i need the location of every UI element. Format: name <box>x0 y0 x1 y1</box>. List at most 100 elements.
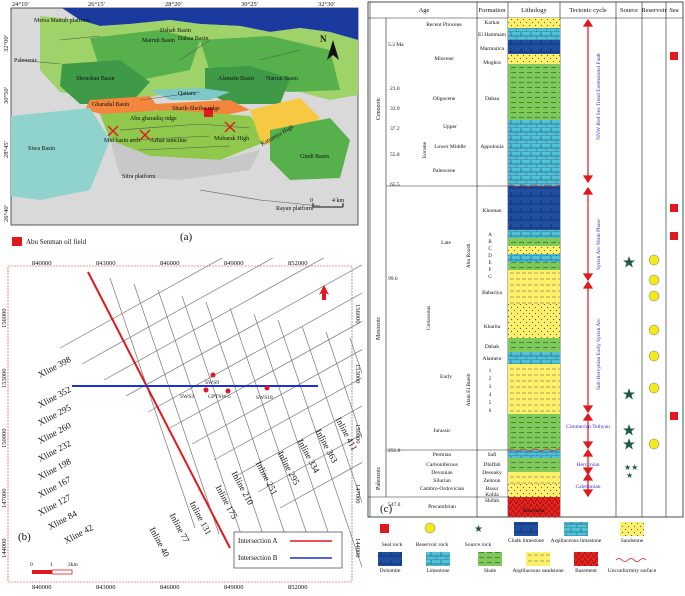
formation-label: El Hammam <box>478 32 507 38</box>
age-value: 99.6 <box>388 276 398 282</box>
age-value: 33.9 <box>390 106 400 112</box>
formation-label: Appolonia <box>480 144 504 150</box>
top-tick: 843000 <box>96 260 116 267</box>
bottom-tick: 849000 <box>224 584 244 591</box>
inline-gridline <box>205 301 292 553</box>
right-tick: 150000 <box>354 424 361 444</box>
panel-label: (a) <box>180 231 193 243</box>
legend-label: Intersection A <box>238 537 277 545</box>
legend-label: Unconformity surface <box>608 567 657 574</box>
period-label: Carboniferous <box>426 461 457 468</box>
header-formation: Formation <box>478 7 506 14</box>
top-tick: 26°15' <box>88 1 105 8</box>
member-label: 4 <box>489 393 492 398</box>
map-label: Rayan platform <box>276 205 314 212</box>
formation-label: Dahab <box>485 344 500 350</box>
age-value: 55.8 <box>390 152 400 158</box>
legend-label: Reservoir rock <box>416 542 449 548</box>
formation-label: Basur <box>486 486 499 492</box>
legend-label: Dolomite <box>380 568 401 574</box>
header-tectonic: Tectonic cycle <box>569 7 607 14</box>
svg-text:★★: ★★ <box>624 463 638 472</box>
bottom-tick: 852000 <box>288 584 308 591</box>
top-tick: 32°30' <box>318 1 335 8</box>
top-tick: 852000 <box>288 260 308 267</box>
member-label: C <box>488 247 492 252</box>
inline-gridline <box>157 289 244 541</box>
right-tick: 147000 <box>354 484 361 504</box>
well-label: SWS3 <box>180 394 194 400</box>
bottom-tick: 840000 <box>32 584 52 591</box>
tectonic-label: Cimmerian Tethyan <box>566 424 610 430</box>
lithology-legend: ★ <box>378 522 647 566</box>
map-label: Shoushan Basin <box>76 76 115 82</box>
era-label: Paleozoic <box>376 466 382 490</box>
legend-label: Chalk limestone <box>508 538 544 544</box>
map-label: Alamein Basin <box>218 76 254 82</box>
svg-text:★: ★ <box>626 471 633 480</box>
tectonic-label: Caledonian <box>575 484 600 490</box>
member-label: 6 <box>489 409 492 414</box>
formation-label: Marmarica <box>480 46 505 52</box>
xline-gridline <box>125 245 397 397</box>
map-label: Siwa Basin <box>28 146 55 152</box>
legend-label: Seal rock <box>382 542 403 548</box>
map-label: Mid basin arch <box>104 138 140 144</box>
legend-label: Argillaceous limestone <box>551 538 602 544</box>
tectonic-label: Sub-Hercynian Early Syrian Arc <box>596 318 602 390</box>
formation-label: Dabaa <box>485 96 500 102</box>
age-value: 5.3 Ma <box>388 42 404 48</box>
left-tick: 153000 <box>1 369 8 389</box>
legend-label: Sandstone <box>621 538 644 544</box>
period-label: Cambro-Ordovician <box>420 486 465 492</box>
map-label: Azhar anticline <box>150 138 187 144</box>
top-tick: 28°20' <box>165 1 182 8</box>
tectonic-label: Syrian Arc Main Phase <box>596 219 602 270</box>
age-value: 65.5 <box>390 182 400 188</box>
map-label: Sitra platform <box>122 173 156 180</box>
left-tick: 147000 <box>1 489 8 509</box>
subperiod-label: Early <box>440 374 452 380</box>
left-tick: 150000 <box>1 429 8 449</box>
period-label: Eocene <box>422 141 428 158</box>
legend-label: Basement <box>575 568 597 574</box>
map-label: Qattara <box>178 91 196 97</box>
top-tick: 840000 <box>32 260 52 267</box>
formation-label: Shifah <box>485 497 500 504</box>
period-label: Precambrian <box>428 504 456 510</box>
member-label: 3 <box>489 385 492 390</box>
left-tick: 144000 <box>1 539 8 559</box>
top-tick: 24°10' <box>12 1 29 8</box>
panel-c-strat-column: ★★ ★ Age Formation Lithology Tectonic cy… <box>366 0 685 591</box>
formation-label: Khoman <box>483 208 502 214</box>
formation-label: Kohla <box>485 492 499 498</box>
age-value: 37.2 <box>390 126 400 132</box>
member-label: 5 <box>489 401 492 406</box>
bottom-tick: 846000 <box>160 584 180 591</box>
legend-label: Limestone <box>426 568 450 574</box>
scale-label: 0 <box>310 198 313 204</box>
period-label: Oligocene <box>433 96 456 102</box>
left-tick: 32°00' <box>3 35 10 52</box>
period-label: Recent Pliocene <box>426 22 462 28</box>
age-value: 547.0 <box>388 502 401 508</box>
map-label: Gharadal Basin <box>92 102 129 108</box>
period-label: Permian <box>433 452 452 458</box>
formation-label: Desouky <box>482 470 502 476</box>
legend-label: Intersection B <box>238 554 278 562</box>
map-label: Dahab Basin <box>160 28 191 34</box>
formation-label: Safi <box>488 451 497 458</box>
map-label: Matruh Basin <box>142 38 175 44</box>
scale-label: 1 <box>50 562 53 568</box>
right-tick: 144000 <box>354 538 361 558</box>
bottom-tick: 843000 <box>96 584 116 591</box>
scale-label: 2km <box>68 562 79 568</box>
source-rock-symbols: ★★ ★ <box>623 256 638 480</box>
formation-label: Dhiffah <box>483 461 500 468</box>
left-tick: 156000 <box>1 309 8 329</box>
member-label: A <box>488 233 492 238</box>
legend-label: Abu Senman oil field <box>26 238 87 246</box>
member-label: 1 <box>489 369 492 374</box>
map-label: Gindi Basin <box>300 154 329 160</box>
map-label: Abu gharadiq ridge <box>130 116 177 122</box>
